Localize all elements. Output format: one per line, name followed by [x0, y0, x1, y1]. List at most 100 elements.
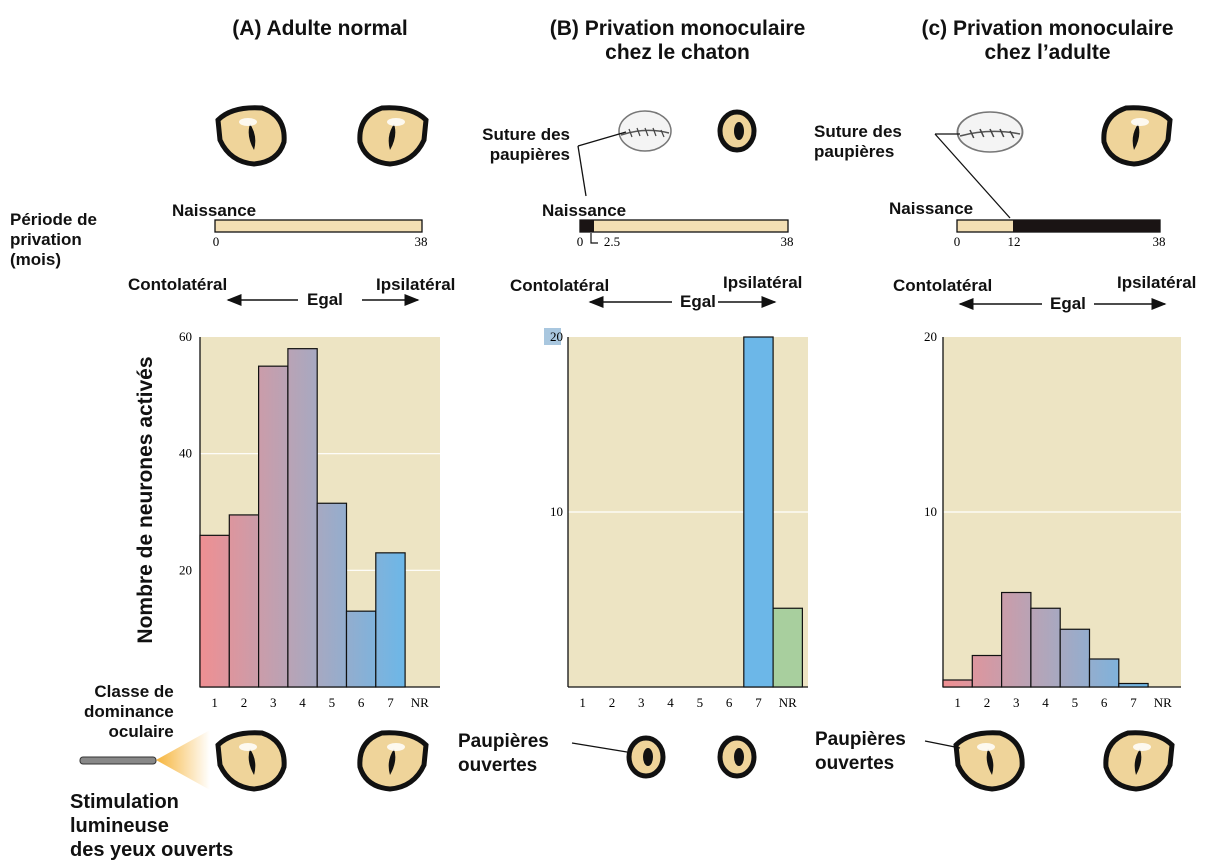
equal-label-b: Egal: [680, 292, 716, 311]
x-tick-label: 2: [241, 695, 248, 710]
x-tick-label: 1: [211, 695, 218, 710]
y-tick-label: 40: [179, 446, 192, 461]
suture-label-c-line1: Suture des: [814, 122, 902, 141]
x-tick-label: 4: [1042, 695, 1049, 710]
stimulation-line2: lumineuse: [70, 815, 169, 837]
eye-icon: [1106, 733, 1172, 789]
ipsi-label-a: Ipsilatéral: [376, 275, 456, 294]
panel-b-title-line1: (B) Privation monoculaire: [549, 17, 806, 40]
bar-6: [1088, 658, 1120, 688]
deprivation-period-line2: privation: [10, 230, 82, 249]
stimulation-label: Stimulation lumineuse des yeux ouverts: [70, 790, 233, 862]
x-tick-label: 4: [299, 695, 306, 710]
y-tick-label: 60: [179, 329, 192, 344]
bar-7: [375, 552, 406, 688]
timeline-tick: 2.5: [604, 234, 620, 249]
x-tick-label: 2: [609, 695, 616, 710]
x-tick-label: 7: [755, 695, 762, 710]
deprivation-period-line3: (mois): [10, 250, 61, 269]
panel-c-title-line1: (c) Privation monoculaire: [921, 17, 1174, 40]
panel-c-title: (c) Privation monoculaire chez l’adulte: [875, 17, 1220, 65]
bar-5: [316, 502, 348, 688]
suture-label-c: Suture des paupières: [814, 122, 902, 162]
open-lids-b-line2: ouvertes: [458, 755, 538, 776]
contra-label-c: Contolatéral: [893, 276, 993, 295]
x-tick-label: 5: [1072, 695, 1079, 710]
eye-icon: [720, 738, 754, 776]
timeline-bar-b: [579, 219, 789, 233]
tick-highlight: [544, 328, 561, 345]
dominance-class-label: Classe de dominance oculaire: [84, 682, 174, 742]
bar-3: [1000, 591, 1032, 688]
bar-5: [1059, 628, 1091, 688]
panel-b-title-line2: chez le chaton: [605, 41, 750, 64]
bar-2: [971, 654, 1003, 688]
x-tick-label: NR: [411, 695, 429, 710]
timeline-deprived-b: [580, 220, 594, 232]
eye-icon: [720, 112, 754, 150]
bar-1: [199, 534, 230, 688]
timeline-tick: 0: [577, 234, 584, 249]
x-tick-label: 2: [984, 695, 991, 710]
stimulation-line1: Stimulation: [70, 791, 179, 813]
bar-4: [287, 348, 318, 688]
dominance-class-line2: dominance: [84, 702, 174, 721]
bar-1: [942, 679, 973, 688]
x-tick-label: 3: [270, 695, 277, 710]
birth-label-c: Naissance: [889, 199, 974, 218]
dominance-class-line1: Classe de: [94, 682, 174, 701]
timeline-tick: 0: [213, 234, 220, 249]
panel-c-title-line2: chez l’adulte: [984, 41, 1111, 64]
bar-7: [1118, 682, 1149, 688]
x-tick-label: 6: [726, 695, 733, 710]
timeline-bar-a: [214, 219, 423, 233]
panel-a-title: (A) Adulte normal: [190, 17, 450, 41]
contra-label-a: Contolatéral: [128, 275, 228, 294]
eye-icon: [360, 108, 426, 164]
x-tick-label: 7: [1130, 695, 1137, 710]
panel-a-title-line: (A) Adulte normal: [232, 17, 408, 40]
eye-icon: [629, 738, 663, 776]
bar-6: [345, 610, 377, 688]
x-tick-label: 6: [358, 695, 365, 710]
x-tick-label: 6: [1101, 695, 1108, 710]
timeline-tick: 38: [1153, 234, 1166, 249]
bar-2: [228, 514, 260, 688]
panel-b-title: (B) Privation monoculaire chez le chaton: [500, 17, 855, 65]
open-lids-b-line1: Paupières: [458, 731, 549, 752]
deprivation-period-line1: Période de: [10, 210, 97, 229]
birth-label-a: Naissance: [172, 201, 257, 220]
ipsi-label-b: Ipsilatéral: [723, 273, 803, 292]
chart-b: 10 20 1 2 3 4 5 6 7 NR: [544, 328, 808, 710]
timeline-tick: 0: [954, 234, 961, 249]
x-tick-label: 4: [667, 695, 674, 710]
timeline-tick: 38: [415, 234, 428, 249]
y-tick-label: 20: [550, 329, 563, 344]
y-tick-label: 10: [924, 504, 937, 519]
x-tick-label: 5: [329, 695, 336, 710]
eye-icon: [360, 733, 426, 789]
timeline-tick: 12: [1008, 234, 1021, 249]
y-tick-label: 10: [550, 504, 563, 519]
bar-3: [258, 365, 289, 688]
birth-label-b: Naissance: [542, 201, 627, 220]
open-lids-label-c: Paupières ouvertes: [815, 728, 906, 776]
x-tick-label: NR: [1154, 695, 1172, 710]
timeline-deprived-c: [1013, 220, 1160, 232]
timeline-tick: 38: [781, 234, 794, 249]
deprivation-period-label: Période de privation (mois): [10, 210, 97, 270]
x-tick-label: 3: [1013, 695, 1020, 710]
open-lids-c-line2: ouvertes: [815, 753, 895, 774]
eye-icon: [956, 733, 1022, 789]
chart-a: 20 40 60 1 2 3 4 5 6 7 NR: [179, 329, 440, 710]
sutured-eye-icon: [618, 110, 672, 152]
y-tick-label: 20: [179, 562, 192, 577]
open-lids-c-line1: Paupières: [815, 729, 906, 750]
open-lids-label-b: Paupières ouvertes: [458, 730, 549, 778]
x-tick-label: 7: [387, 695, 394, 710]
light-source-icon: [79, 756, 157, 765]
suture-label-c-line2: paupières: [814, 142, 895, 161]
light-beam-icon: [156, 730, 210, 790]
equal-label-c: Egal: [1050, 294, 1086, 313]
bar-7: [743, 336, 774, 688]
